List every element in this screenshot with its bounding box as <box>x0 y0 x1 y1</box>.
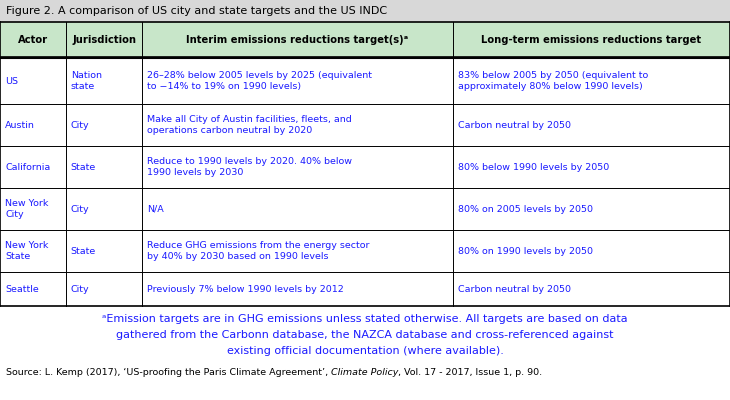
Text: 80% on 2005 levels by 2050: 80% on 2005 levels by 2050 <box>458 204 593 214</box>
Text: Jurisdiction: Jurisdiction <box>72 35 136 45</box>
Text: Nation
state: Nation state <box>71 71 101 91</box>
Text: Climate Policy: Climate Policy <box>331 368 399 377</box>
Text: Austin: Austin <box>5 120 35 130</box>
Bar <box>0 58 730 104</box>
Text: Figure 2. A comparison of US city and state targets and the US INDC: Figure 2. A comparison of US city and st… <box>6 6 387 16</box>
Text: City: City <box>71 204 89 214</box>
Text: Previously 7% below 1990 levels by 2012: Previously 7% below 1990 levels by 2012 <box>147 284 344 294</box>
Text: New York
City: New York City <box>5 199 48 219</box>
Text: N/A: N/A <box>147 204 164 214</box>
Text: Actor: Actor <box>18 35 48 45</box>
Text: Seattle: Seattle <box>5 284 39 294</box>
Bar <box>0 230 730 272</box>
Bar <box>0 272 730 306</box>
Bar <box>0 104 730 146</box>
Bar <box>0 146 730 188</box>
Text: Carbon neutral by 2050: Carbon neutral by 2050 <box>458 284 571 294</box>
Text: 83% below 2005 by 2050 (equivalent to
approximately 80% below 1990 levels): 83% below 2005 by 2050 (equivalent to ap… <box>458 71 648 91</box>
Text: 26–28% below 2005 levels by 2025 (equivalent
to −14% to 19% on 1990 levels): 26–28% below 2005 levels by 2025 (equiva… <box>147 71 372 91</box>
Text: State: State <box>71 246 96 256</box>
Text: 80% below 1990 levels by 2050: 80% below 1990 levels by 2050 <box>458 162 609 172</box>
Text: Reduce GHG emissions from the energy sector
by 40% by 2030 based on 1990 levels: Reduce GHG emissions from the energy sec… <box>147 241 370 261</box>
Text: Interim emissions reductions target(s)ᵃ: Interim emissions reductions target(s)ᵃ <box>186 35 409 45</box>
Text: Carbon neutral by 2050: Carbon neutral by 2050 <box>458 120 571 130</box>
Text: Source: L. Kemp (2017), ‘US-proofing the Paris Climate Agreement’,: Source: L. Kemp (2017), ‘US-proofing the… <box>6 368 331 377</box>
Bar <box>0 0 730 22</box>
Text: Reduce to 1990 levels by 2020. 40% below
1990 levels by 2030: Reduce to 1990 levels by 2020. 40% below… <box>147 157 353 177</box>
Text: US: US <box>5 76 18 86</box>
Text: Long-term emissions reductions target: Long-term emissions reductions target <box>481 35 702 45</box>
Text: Make all City of Austin facilities, fleets, and
operations carbon neutral by 202: Make all City of Austin facilities, flee… <box>147 115 352 135</box>
Text: 80% on 1990 levels by 2050: 80% on 1990 levels by 2050 <box>458 246 593 256</box>
Text: ᵃEmission targets are in GHG emissions unless stated otherwise. All targets are : ᵃEmission targets are in GHG emissions u… <box>102 314 628 324</box>
Text: State: State <box>71 162 96 172</box>
Text: City: City <box>71 120 89 130</box>
Bar <box>0 22 730 58</box>
Text: California: California <box>5 162 50 172</box>
Text: , Vol. 17 - 2017, Issue 1, p. 90.: , Vol. 17 - 2017, Issue 1, p. 90. <box>399 368 542 377</box>
Text: gathered from the Carbonn database, the NAZCA database and cross-referenced agai: gathered from the Carbonn database, the … <box>116 330 614 340</box>
Bar <box>0 188 730 230</box>
Text: New York
State: New York State <box>5 241 48 261</box>
Text: existing official documentation (where available).: existing official documentation (where a… <box>226 346 504 356</box>
Text: City: City <box>71 284 89 294</box>
